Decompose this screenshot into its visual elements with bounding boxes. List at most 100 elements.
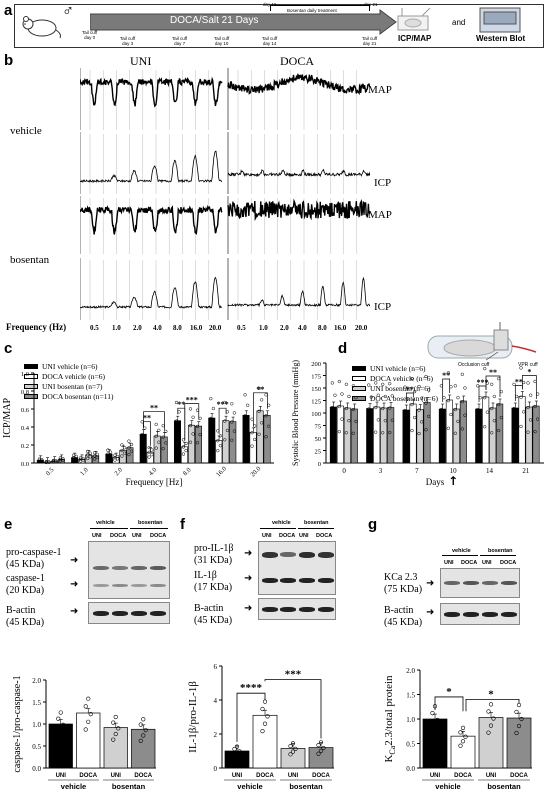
c-data-point bbox=[260, 398, 264, 402]
c-data-point bbox=[209, 416, 213, 421]
d-data-point bbox=[388, 381, 392, 386]
f-band bbox=[318, 552, 334, 558]
d-data-point bbox=[410, 402, 414, 407]
c-x-tick-label: 0.5 bbox=[45, 467, 56, 478]
d-data-point bbox=[333, 393, 337, 397]
d-data-point bbox=[403, 432, 407, 436]
c-data-point bbox=[191, 432, 195, 436]
d-bar bbox=[511, 407, 519, 464]
e-label-actin: B-actin (45 KDa) bbox=[6, 605, 45, 628]
g-bar bbox=[450, 735, 476, 769]
day21-top-label: day 21 bbox=[364, 2, 378, 7]
f-y-tick-label: 2 bbox=[214, 731, 218, 739]
g-data-point bbox=[486, 709, 491, 714]
c-significance-star: *** bbox=[186, 396, 198, 405]
d-data-point bbox=[439, 407, 444, 412]
f-data-point bbox=[234, 751, 240, 756]
d-significance-star: ** bbox=[515, 378, 523, 387]
d-data-point bbox=[439, 431, 444, 435]
c-bar bbox=[242, 415, 250, 464]
c-significance-bracket bbox=[253, 392, 268, 426]
f-data-point bbox=[262, 721, 268, 726]
freq-doca-0: 0.5 bbox=[237, 324, 246, 332]
c-data-point bbox=[181, 445, 186, 449]
g-label-actin: B-actin (45 KDa) bbox=[384, 605, 423, 628]
d-data-point bbox=[410, 428, 414, 433]
c-significance-star: ** bbox=[143, 414, 151, 423]
d-data-point bbox=[405, 420, 410, 424]
c-data-point bbox=[37, 457, 41, 461]
d-legend-item-0: UNI vehicle (n=6) bbox=[352, 364, 425, 373]
f-bar bbox=[252, 714, 278, 769]
c-data-point bbox=[243, 435, 247, 439]
c-data-point bbox=[218, 444, 223, 448]
f-significance-star: *** bbox=[285, 669, 302, 681]
freq-doca-1: 1.0 bbox=[259, 324, 268, 332]
d-significance-star: ** bbox=[406, 385, 414, 394]
f-lane-1: DOCA bbox=[279, 533, 296, 539]
d-data-point bbox=[424, 374, 428, 379]
f-data-point bbox=[237, 749, 242, 754]
c-data-point bbox=[85, 453, 90, 457]
e-arrow-3: ➜ bbox=[70, 606, 79, 617]
e-data-point bbox=[138, 722, 143, 727]
c-data-point bbox=[95, 455, 99, 460]
c-data-point bbox=[164, 429, 168, 434]
c-data-point bbox=[195, 441, 200, 445]
d-data-point bbox=[533, 404, 537, 409]
e-data-point bbox=[86, 696, 91, 701]
c-data-point bbox=[161, 446, 165, 451]
c-data-point bbox=[164, 441, 168, 445]
e-bar bbox=[48, 723, 73, 769]
d-data-point bbox=[330, 381, 335, 385]
f-group-bosentan: bosentan bbox=[304, 520, 329, 526]
d-x-tick-label: 14 bbox=[486, 467, 494, 475]
f-data-point bbox=[321, 745, 326, 751]
c-data-point bbox=[188, 407, 193, 411]
e-band bbox=[131, 611, 147, 616]
e-label-caspase: caspase-1 (20 KDa) bbox=[6, 573, 45, 596]
panel-a-label: a bbox=[4, 2, 13, 19]
e-blot-actin bbox=[88, 602, 170, 624]
g-data-point bbox=[519, 716, 524, 722]
g-data-point bbox=[514, 709, 519, 715]
e-data-point bbox=[83, 704, 88, 709]
d-y-tick-label: 125 bbox=[311, 399, 321, 406]
d-data-point bbox=[374, 430, 378, 434]
f-significance-bracket bbox=[236, 692, 266, 742]
c-data-point bbox=[78, 456, 83, 460]
e-band bbox=[112, 611, 128, 616]
d-data-point bbox=[381, 431, 385, 435]
d-data-point bbox=[492, 419, 496, 423]
e-band bbox=[93, 611, 109, 616]
c-data-point bbox=[264, 435, 268, 439]
panel-g-label: g bbox=[368, 516, 378, 533]
e-data-point bbox=[113, 731, 118, 737]
d-legend-swatch bbox=[352, 386, 366, 391]
g-significance-bracket bbox=[434, 696, 464, 712]
g-band bbox=[444, 581, 460, 585]
timepoint-10: Tail cuff day 10 bbox=[214, 36, 230, 46]
e-data-point bbox=[56, 716, 61, 721]
d-data-point bbox=[367, 431, 371, 435]
d-data-point bbox=[426, 414, 431, 419]
c-data-point bbox=[122, 451, 127, 455]
d-x-label: Days bbox=[426, 477, 445, 487]
d-data-point bbox=[497, 428, 501, 433]
c-data-point bbox=[195, 424, 200, 429]
g-bar bbox=[506, 717, 532, 769]
g-band bbox=[444, 612, 460, 617]
c-x-tick-label: 4.0 bbox=[148, 467, 159, 478]
d-data-point bbox=[374, 405, 378, 410]
e-x-tick-label: DOCA bbox=[79, 773, 97, 779]
chart-f-il1b: 0 2 4 6 UNI DOCA UNI DOCA vehicle bosentan IL-1β/p… bbox=[187, 663, 334, 791]
c-significance-star: *** bbox=[217, 400, 229, 409]
d-data-point bbox=[512, 382, 516, 386]
c-data-point bbox=[232, 411, 237, 415]
e-label-procaspase: pro-caspase-1 (45 KDa) bbox=[6, 547, 62, 570]
c-data-point bbox=[209, 436, 213, 440]
d-bar bbox=[445, 399, 453, 464]
d-data-point bbox=[492, 394, 496, 399]
c-legend-swatch bbox=[24, 394, 38, 399]
vpr-cuff-label: VPR cuff bbox=[518, 362, 538, 368]
